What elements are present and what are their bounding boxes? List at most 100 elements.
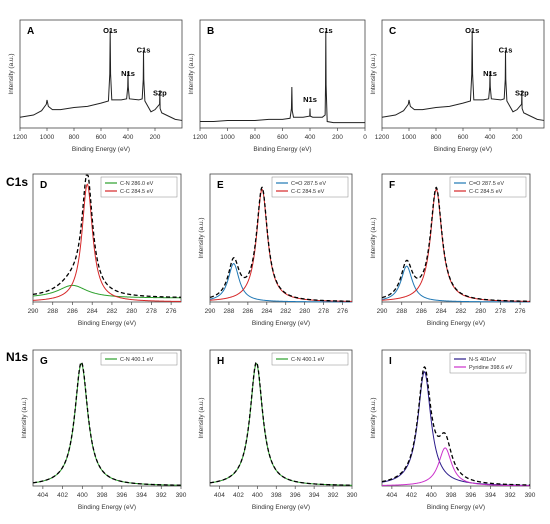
x-tick-label-e: 284 (261, 308, 272, 315)
peak-annotation-b: C1s (319, 26, 333, 35)
x-tick-label-i: 404 (386, 492, 397, 499)
panel-i: I 404 402 400 398 396 394 392 390 Binding Energy … (370, 349, 536, 511)
x-tick-label-e: 278 (318, 308, 329, 315)
series-line-d-1 (32, 183, 181, 302)
legend-entry-g: C-N 400.1 eV (120, 357, 154, 363)
x-tick-label-c: 1000 (402, 134, 417, 141)
x-tick-label-e: 280 (299, 308, 310, 315)
legend-entry-e: C=O 287.5 eV (291, 181, 326, 187)
plot-frame-c (381, 19, 545, 129)
x-tick-label-h: 396 (290, 492, 301, 499)
x-tick-label-g: 404 (37, 492, 48, 499)
x-tick-label-i: 392 (505, 492, 516, 499)
x-axis-label-f: Binding Energy (eV) (427, 320, 485, 327)
panel-e: E 290 288 286 284 282 280 278 276 Binding Energy … (198, 173, 353, 327)
legend-box-f (449, 176, 527, 198)
x-tick-label-c: 800 (431, 134, 442, 141)
y-axis-label-b: Intensity (a.u.) (188, 53, 195, 94)
plot-frame-f (381, 173, 531, 303)
x-tick-label-g: 392 (156, 492, 167, 499)
series-line-f-1 (381, 188, 530, 302)
x-tick-label-f: 278 (495, 308, 506, 315)
y-axis-label-g: Intensity (a.u.) (21, 397, 28, 438)
panel-label-g: G (40, 356, 48, 367)
legend-entry-d: C-C 284.5 eV (120, 189, 154, 195)
x-tick-label-f: 286 (416, 308, 427, 315)
panel-g: G 404 402 400 398 396 394 392 390 Binding Energy … (21, 349, 187, 511)
legend-entry-h: C-N 400.1 eV (291, 357, 325, 363)
x-tick-label-f: 282 (456, 308, 467, 315)
x-tick-label-d: 288 (47, 308, 58, 315)
x-tick-label-a: 1000 (40, 134, 55, 141)
x-tick-label-b: 200 (332, 134, 343, 141)
legend-box-g (100, 352, 178, 366)
peak-annotation-c: O1s (465, 26, 479, 35)
x-tick-label-i: 400 (426, 492, 437, 499)
x-tick-label-i: 394 (485, 492, 496, 499)
x-tick-label-h: 390 (347, 492, 358, 499)
legend-f: C=O 287.5 eV C-C 284.5 eV (449, 176, 527, 198)
peak-annotation-c: S2p (515, 89, 529, 98)
x-tick-label-g: 390 (176, 492, 187, 499)
x-axis-label-d: Binding Energy (eV) (78, 320, 136, 327)
legend-box-d (100, 176, 178, 198)
plot-frame-b (199, 19, 366, 129)
x-axis-label-a: Binding Energy (eV) (72, 146, 130, 153)
peak-annotation-a: S2p (153, 89, 167, 98)
x-tick-label-b: 400 (305, 134, 316, 141)
legend-entry-d: C-N 286.0 eV (120, 181, 154, 187)
x-tick-label-h: 398 (271, 492, 282, 499)
legend-e: C=O 287.5 eV C-C 284.5 eV (271, 176, 349, 198)
peak-annotation-a: O1s (103, 26, 117, 35)
series-line-h-0 (209, 362, 353, 486)
x-tick-label-b: 800 (250, 134, 261, 141)
x-tick-label-c: 400 (485, 134, 496, 141)
y-axis-label-e: Intensity (a.u.) (198, 217, 205, 258)
plot-frame-g (32, 349, 182, 487)
x-tick-label-b: 1200 (193, 134, 208, 141)
y-axis-label-f: Intensity (a.u.) (370, 217, 377, 258)
x-tick-label-g: 402 (57, 492, 68, 499)
legend-entry-i: N-S 401eV (469, 357, 496, 363)
legend-g: C-N 400.1 eV (100, 352, 178, 366)
panel-label-h: H (217, 356, 224, 367)
x-tick-label-h: 392 (328, 492, 339, 499)
x-tick-label-d: 282 (107, 308, 118, 315)
peak-annotation-c: N1s (483, 69, 497, 78)
series-line-f-0 (381, 265, 530, 303)
y-axis-label-a: Intensity (a.u.) (8, 53, 15, 94)
series-line-b-0 (200, 30, 365, 124)
y-axis-label-c: Intensity (a.u.) (370, 53, 377, 94)
panel-h: H 404 402 400 398 396 394 392 390 Binding Energy … (198, 349, 358, 511)
panel-b: B 1200 1000 800 600 400 200 0 Binding Energy (eV… (188, 19, 367, 153)
x-tick-label-b: 0 (363, 134, 367, 141)
series-line-g-0 (32, 362, 182, 486)
x-tick-label-i: 390 (525, 492, 536, 499)
x-tick-label-f: 280 (475, 308, 486, 315)
plot-frame-i (381, 349, 531, 487)
legend-box-i (449, 352, 527, 374)
panel-f: F 290 288 286 284 282 280 278 276 Binding Energy … (370, 173, 531, 327)
x-tick-label-c: 600 (458, 134, 469, 141)
plot-frame-e (209, 173, 353, 303)
x-axis-label-b: Binding Energy (eV) (253, 146, 311, 153)
x-tick-label-g: 400 (77, 492, 88, 499)
x-tick-label-d: 278 (146, 308, 157, 315)
y-axis-label-i: Intensity (a.u.) (370, 397, 377, 438)
x-tick-label-a: 800 (69, 134, 80, 141)
x-tick-label-b: 1000 (220, 134, 235, 141)
x-tick-label-d: 284 (87, 308, 98, 315)
x-tick-label-c: 1200 (375, 134, 390, 141)
x-tick-label-h: 404 (214, 492, 225, 499)
series-line-e-0 (209, 263, 352, 303)
x-tick-label-e: 290 (205, 308, 216, 315)
x-tick-label-c: 200 (512, 134, 523, 141)
x-tick-label-b: 600 (277, 134, 288, 141)
series-line-c-0 (381, 30, 545, 121)
panel-label-b: B (207, 26, 214, 37)
x-tick-label-a: 200 (150, 134, 161, 141)
x-tick-label-i: 396 (465, 492, 476, 499)
series-line-e-1 (209, 188, 352, 302)
x-axis-label-h: Binding Energy (eV) (252, 504, 310, 511)
